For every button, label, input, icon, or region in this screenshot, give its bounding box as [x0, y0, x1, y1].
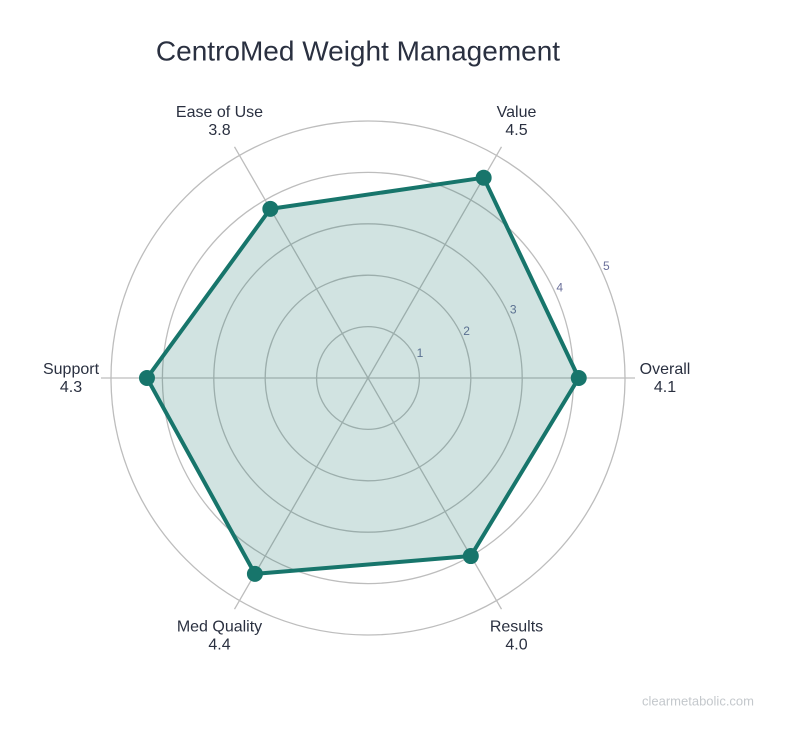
watermark: clearmetabolic.com: [642, 693, 754, 708]
r-tick-label: 3: [510, 302, 517, 316]
r-tick-label: 4: [556, 281, 563, 295]
spoke: [367, 377, 503, 610]
radar-point: [475, 169, 492, 186]
category-label: Ease of Use: [176, 104, 263, 121]
radar-point: [138, 370, 155, 386]
category-label: Value: [497, 104, 537, 121]
r-tick-label: 2: [463, 324, 470, 338]
radar-point: [462, 548, 479, 565]
category-label: Support: [43, 361, 100, 378]
category-label: Overall: [640, 361, 691, 378]
value-label: 4.4: [208, 636, 230, 653]
radar-point: [570, 370, 587, 386]
r-tick-label: 1: [417, 346, 424, 360]
category-label: Med Quality: [177, 618, 262, 635]
category-label: Results: [490, 618, 543, 635]
value-label: 4.5: [505, 122, 527, 139]
value-label: 4.1: [654, 379, 676, 396]
spoke: [233, 146, 369, 379]
spoke: [367, 146, 503, 379]
chart-title: CentroMed Weight Management: [156, 35, 560, 66]
r-tick-label: 5: [603, 259, 610, 273]
radar-point: [262, 200, 279, 217]
value-label: 4.0: [505, 636, 527, 653]
value-label: 4.3: [60, 379, 82, 396]
value-label: 3.8: [208, 122, 230, 139]
radar-point: [246, 565, 263, 582]
radar-area: [144, 175, 581, 576]
